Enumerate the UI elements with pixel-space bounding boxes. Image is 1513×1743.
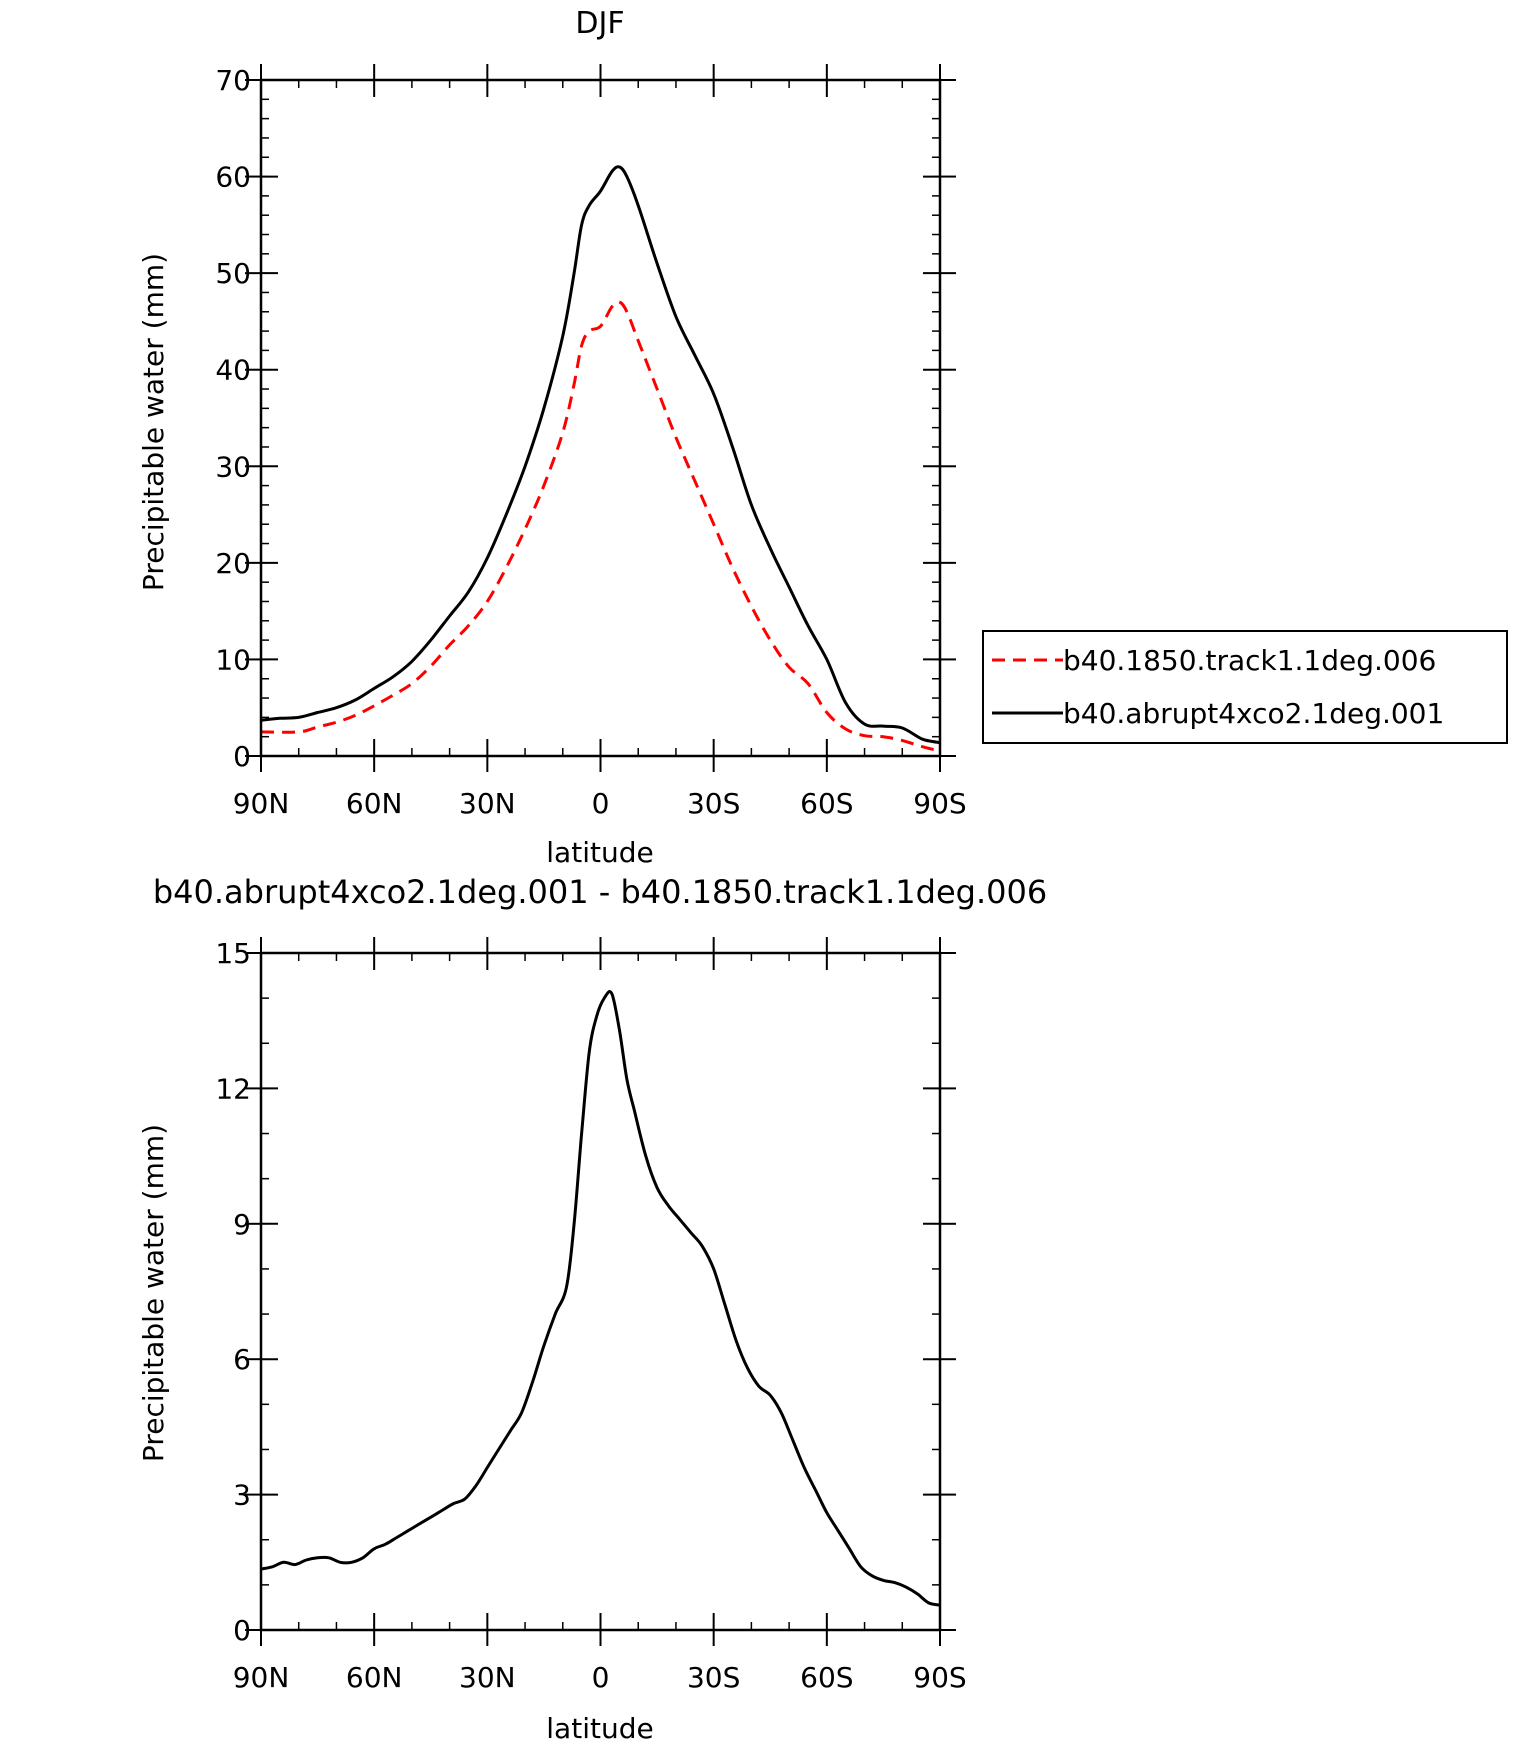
- legend-label-series-2: b40.abrupt4xco2.1deg.001: [1063, 697, 1444, 730]
- legend-box: [982, 630, 1508, 744]
- series-lines: [260, 165, 941, 751]
- x-axis-label: latitude: [546, 836, 653, 869]
- chart-title: b40.abrupt4xco2.1deg.001 - b40.1850.trac…: [153, 873, 1047, 911]
- series-line-2: [260, 165, 941, 744]
- y-tick-label: 9: [233, 1208, 251, 1241]
- x-tick-label: 30S: [687, 787, 740, 820]
- y-axis-label: Precipitable water (mm): [137, 1124, 170, 1462]
- series-line-1: [260, 990, 941, 1607]
- chart-title: DJF: [575, 6, 624, 41]
- legend-label-series-1: b40.1850.track1.1deg.006: [1063, 644, 1436, 677]
- y-tick-label: 6: [233, 1343, 251, 1376]
- plot-frame: [259, 78, 942, 758]
- x-tick-label: 90N: [233, 787, 290, 820]
- legend: b40.1850.track1.1deg.006 b40.abrupt4xco2…: [982, 630, 1508, 744]
- series-lines: [260, 990, 941, 1607]
- y-tick-label: 0: [233, 1614, 251, 1647]
- x-tick-label: 0: [592, 1661, 610, 1694]
- y-axis-label: Precipitable water (mm): [137, 253, 170, 591]
- plot-frame: [259, 951, 942, 1632]
- x-axis-label: latitude: [546, 1712, 653, 1743]
- x-tick-label: 60N: [346, 1661, 403, 1694]
- x-tick-label: 30N: [459, 1661, 516, 1694]
- x-tick-label: 0: [592, 787, 610, 820]
- x-tick-label: 60S: [800, 787, 853, 820]
- x-tick-label: 90S: [913, 787, 966, 820]
- x-tick-label: 90N: [233, 1661, 290, 1694]
- x-tick-label: 30N: [459, 787, 516, 820]
- x-tick-label: 60N: [346, 787, 403, 820]
- x-tick-label: 30S: [687, 1661, 740, 1694]
- x-tick-label: 60S: [800, 1661, 853, 1694]
- chart-panel-top: DJF latitude Precipitable water (mm) 010…: [137, 6, 967, 869]
- series-line-1: [260, 300, 941, 751]
- y-tick-label: 3: [233, 1479, 251, 1512]
- y-tick-label: 0: [233, 740, 251, 773]
- x-tick-label: 90S: [913, 1661, 966, 1694]
- chart-panel-bottom: b40.abrupt4xco2.1deg.001 - b40.1850.trac…: [137, 873, 1047, 1743]
